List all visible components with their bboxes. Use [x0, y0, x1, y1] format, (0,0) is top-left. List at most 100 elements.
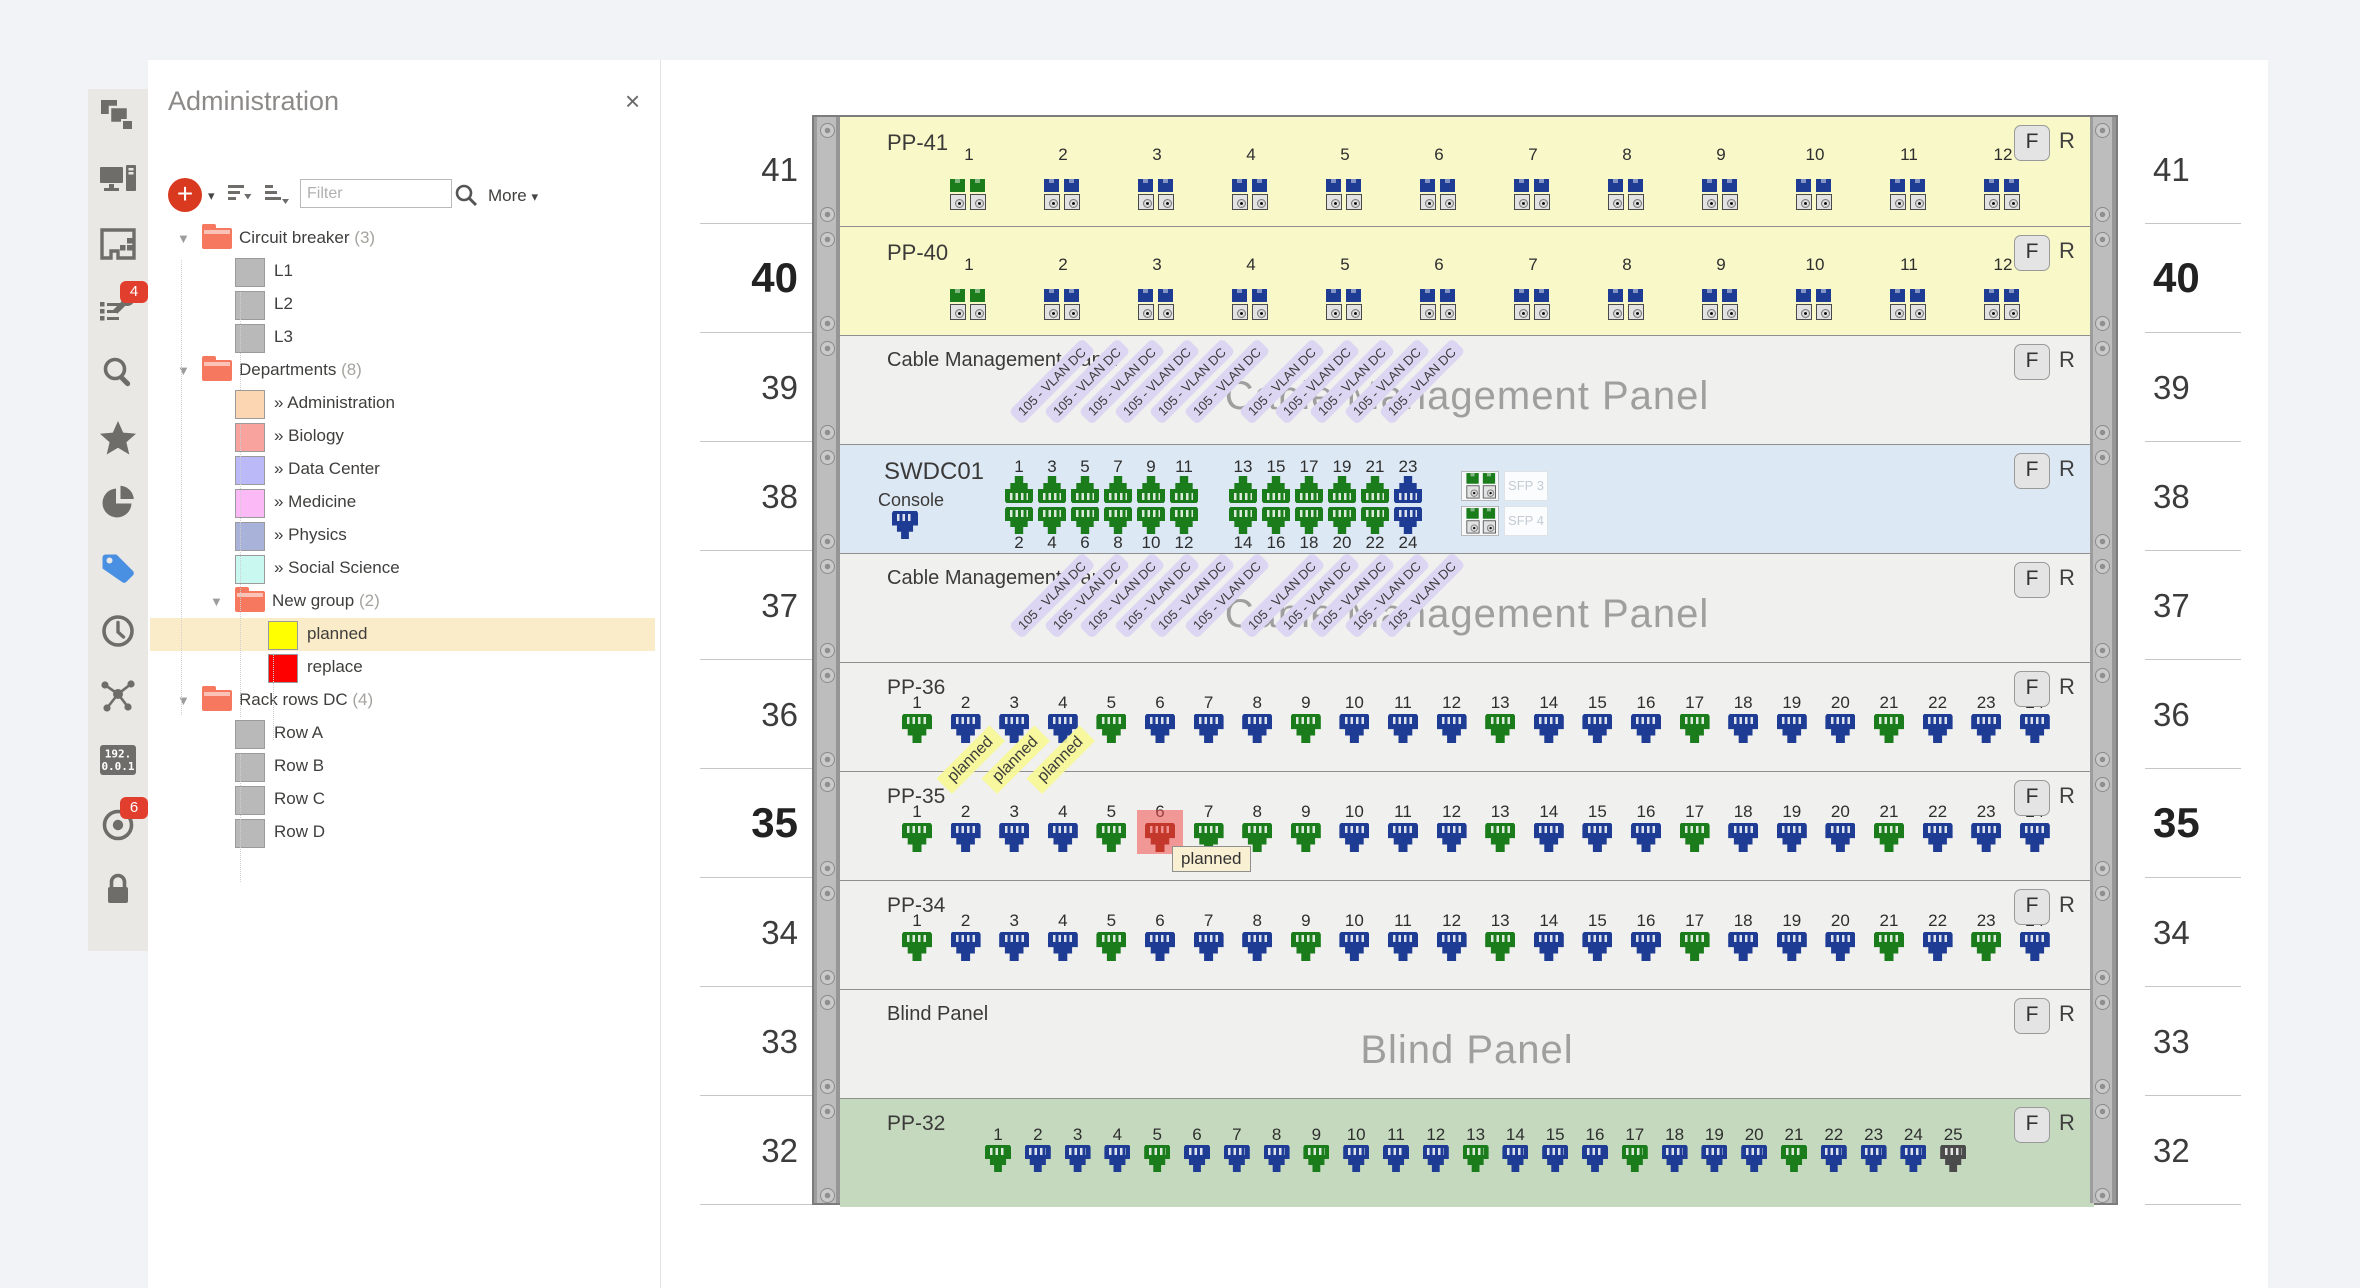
patch-port-jack[interactable] — [1542, 1145, 1569, 1172]
rack-unit-cable-management-panel[interactable]: Cable Management Panel F R Cable Management… — [840, 335, 2094, 444]
tree-folder-row[interactable]: ▼ New group (2) — [150, 585, 655, 618]
tree-item-row[interactable]: Row A — [150, 717, 655, 750]
workstation-icon[interactable] — [98, 160, 138, 200]
patch-port-jack[interactable] — [1436, 932, 1467, 961]
patch-port-jack[interactable] — [2019, 823, 2050, 852]
front-view-button[interactable]: F — [2014, 780, 2050, 816]
sfp-port-slot[interactable] — [1461, 471, 1499, 501]
rear-view-button[interactable]: R — [2059, 1110, 2075, 1135]
floorplan-icon[interactable] — [98, 224, 138, 264]
front-view-button[interactable]: F — [2014, 125, 2050, 161]
front-view-button[interactable]: F — [2014, 453, 2050, 489]
maintenance-icon[interactable]: 4 — [98, 280, 148, 329]
switch-port-jack[interactable] — [1137, 507, 1165, 534]
switch-port-jack[interactable] — [1229, 476, 1257, 503]
patch-port-jack[interactable] — [1661, 1145, 1688, 1172]
patch-port-jack[interactable] — [1339, 823, 1370, 852]
rack-unit-pp-35[interactable]: PP-35FR123456789101112131415161718192021… — [840, 725, 2094, 880]
search-icon[interactable] — [453, 182, 479, 208]
tree-folder-row[interactable]: ▼ Circuit breaker (3) — [150, 222, 655, 255]
patch-port-jack[interactable] — [1485, 714, 1516, 743]
fiber-port-icon[interactable] — [1514, 289, 1552, 323]
patch-port-jack[interactable] — [950, 823, 981, 852]
patch-port-jack[interactable] — [1728, 823, 1759, 852]
ip-address-icon[interactable]: 192. 0.0.1 — [98, 740, 138, 780]
front-view-button[interactable]: F — [2014, 235, 2050, 271]
switch-port-jack[interactable] — [1361, 476, 1389, 503]
switch-port-jack[interactable] — [1262, 476, 1290, 503]
lock-icon[interactable] — [98, 869, 138, 909]
fiber-port-icon[interactable] — [1984, 179, 2022, 213]
switch-port-jack[interactable] — [1170, 476, 1198, 503]
filter-input[interactable] — [300, 179, 452, 208]
tag-icon[interactable] — [98, 547, 138, 587]
tree-item-row[interactable]: L1 — [150, 255, 655, 288]
patch-port-jack[interactable] — [1388, 823, 1418, 852]
switch-port-jack[interactable] — [1295, 476, 1323, 503]
fiber-port-icon[interactable] — [1138, 179, 1176, 213]
rack-unit-pp-36[interactable]: PP-36 F R 1 2 3 4 5 6 7 8 9 10 11 12 13 14 15 16 17 18 19 20 21… — [840, 662, 2094, 771]
sfp-port-slot[interactable] — [1461, 506, 1499, 536]
tree-item-row[interactable]: replace — [150, 651, 655, 684]
rear-view-button[interactable]: R — [2059, 456, 2075, 481]
fiber-port-icon[interactable] — [1702, 289, 1740, 323]
front-view-button[interactable]: F — [2014, 344, 2050, 380]
patch-port-jack[interactable] — [1533, 714, 1564, 743]
patch-port-jack[interactable] — [1860, 1145, 1887, 1172]
patch-port-jack[interactable] — [1728, 932, 1759, 961]
patch-port-jack[interactable] — [1776, 714, 1807, 743]
rear-view-button[interactable]: R — [2059, 347, 2075, 372]
tree-item-row[interactable]: » Administration — [150, 387, 655, 420]
patch-port-jack[interactable] — [1631, 932, 1661, 961]
fiber-port-icon[interactable] — [1890, 289, 1928, 323]
patch-port-jack[interactable] — [2019, 714, 2050, 743]
tree-item-row[interactable]: L3 — [150, 321, 655, 354]
fiber-port-icon[interactable] — [1420, 289, 1458, 323]
patch-port-jack[interactable] — [1145, 714, 1175, 743]
patch-port-jack[interactable] — [1383, 1145, 1409, 1172]
rear-view-button[interactable]: R — [2059, 892, 2075, 917]
fiber-port-icon[interactable] — [1514, 179, 1552, 213]
tree-item-row[interactable]: » Data Center — [150, 453, 655, 486]
patch-port-jack[interactable] — [1485, 823, 1516, 852]
switch-port-jack[interactable] — [1328, 476, 1356, 503]
patch-port-jack[interactable] — [1303, 1145, 1330, 1172]
history-icon[interactable] — [98, 611, 138, 651]
patch-port-jack[interactable] — [1679, 714, 1710, 743]
fiber-port-icon[interactable] — [1608, 179, 1646, 213]
rear-view-button[interactable]: R — [2059, 1001, 2075, 1026]
patch-port-jack[interactable] — [1193, 932, 1224, 961]
fiber-port-icon[interactable] — [1984, 289, 2022, 323]
patch-port-jack[interactable] — [1621, 1145, 1648, 1172]
fiber-port-icon[interactable] — [1232, 289, 1270, 323]
patch-port-jack[interactable] — [1582, 1145, 1608, 1172]
topology-map-icon[interactable] — [98, 676, 138, 716]
rack-unit-pp-41[interactable]: PP-41 F R 1 2 3 4 5 6 7 8 9 10 11 12 — [840, 117, 2094, 226]
patch-port-jack[interactable] — [1096, 823, 1127, 852]
add-button[interactable]: + — [168, 178, 202, 212]
tree-item-row[interactable]: » Physics — [150, 519, 655, 552]
tree-item-row[interactable]: L2 — [150, 288, 655, 321]
patch-port-jack[interactable] — [1144, 1145, 1171, 1172]
console-port-jack[interactable] — [892, 511, 918, 539]
topology-icon[interactable] — [98, 95, 138, 135]
patch-port-jack[interactable] — [1900, 1145, 1927, 1172]
pie-chart-icon[interactable] — [98, 482, 138, 522]
patch-port-jack[interactable] — [1290, 932, 1321, 961]
rack-unit-swdc01[interactable]: SWDC01 F R Console 1 3 5 7 9 11 13 15 17 19 21 23 2 4 6 8 10… — [840, 444, 2094, 553]
patch-port-jack[interactable] — [1290, 823, 1321, 852]
patch-port-jack[interactable] — [1047, 932, 1078, 961]
patch-port-jack[interactable] — [1776, 932, 1807, 961]
rack-unit-pp-40[interactable]: PP-40 F R 1 2 3 4 5 6 7 8 9 10 11 12 — [840, 226, 2094, 335]
patch-port-jack[interactable] — [1679, 932, 1710, 961]
fiber-port-icon[interactable] — [1326, 179, 1364, 213]
patch-port-jack[interactable] — [1820, 1145, 1847, 1172]
switch-port-jack[interactable] — [1038, 507, 1066, 534]
tree-expander-icon[interactable]: ▼ — [210, 594, 223, 609]
tree-folder-row[interactable]: ▼ Rack rows DC (4) — [150, 684, 655, 717]
switch-port-jack[interactable] — [1137, 476, 1165, 503]
fiber-port-icon[interactable] — [1796, 179, 1834, 213]
patch-port-jack[interactable] — [1781, 1145, 1807, 1172]
switch-port-jack[interactable] — [1295, 507, 1323, 534]
switch-port-jack[interactable] — [1262, 507, 1290, 534]
